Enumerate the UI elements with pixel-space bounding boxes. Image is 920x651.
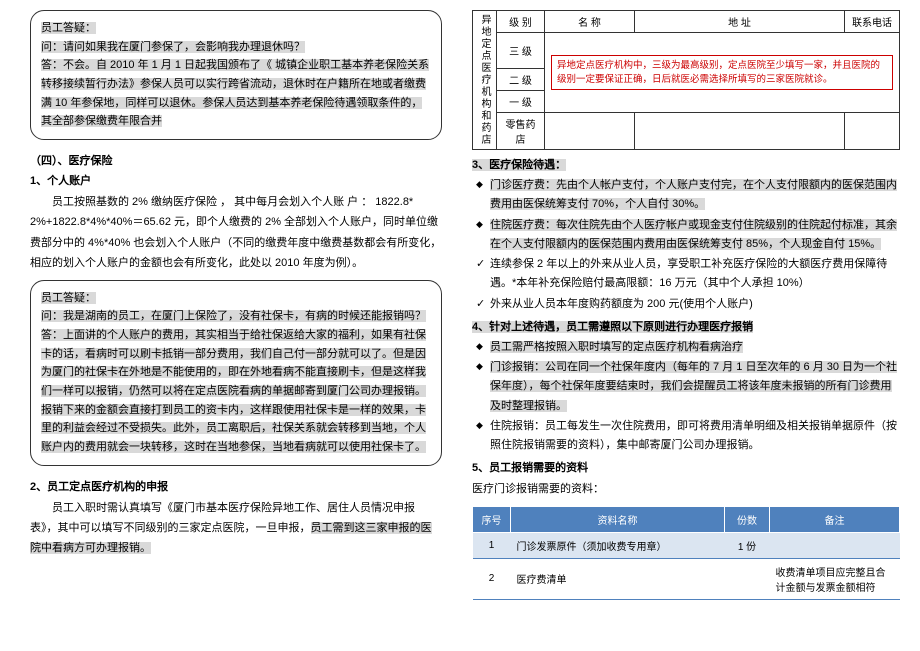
- section-4r-title: 4、针对上述待遇，员工需遵照以下原则进行办理医疗报销: [472, 318, 900, 334]
- section-5-sub: 医疗门诊报销需要的资料：: [472, 479, 900, 499]
- section-3-list: 门诊医疗费：先由个人帐户支付，个人账户支付完，在个人支付限额内的医保范围内费用由…: [472, 176, 900, 314]
- qa2-answer: 答：上面讲的个人账户的费用，其实相当于给社保返给大家的福利，如果有社保卡的话，看…: [41, 326, 431, 457]
- section-4-2-para: 员工入职时需认真填写《厦门市基本医疗保险异地工作、居住人员情况申报表》，其中可以…: [30, 498, 442, 559]
- section-4-2-title: 2、员工定点医疗机构的申报: [30, 478, 442, 494]
- t1-r1: 二 级: [497, 69, 545, 91]
- qa1-answer: 答：不会。自 2010 年 1 月 1 日起我国颁布了《 城镇企业职工基本养老保…: [41, 56, 431, 131]
- section-3-title: 3、医疗保险待遇：: [472, 156, 900, 172]
- qa2-question: 问：我是湖南的员工，在厦门上保险了，没有社保卡，有病的时候还能报销吗？: [41, 307, 431, 326]
- t1-r0: 三 级: [497, 33, 545, 69]
- t1-r3: 零售药店: [497, 113, 545, 150]
- qa2-title: 员工答疑：: [41, 289, 431, 308]
- t2-row-0: 1 门诊发票原件（须加收费专用章） 1 份: [473, 532, 900, 558]
- t2-h2: 份数: [725, 506, 770, 532]
- reimbursement-table: 序号 资料名称 份数 备注 1 门诊发票原件（须加收费专用章） 1 份 2 医疗…: [472, 506, 900, 600]
- t1-h1: 名 称: [545, 11, 635, 33]
- t1-red-note: 异地定点医疗机构中，三级为最高级别，定点医院至少填写一家，并且医院的级别一定要保…: [551, 55, 893, 91]
- s3-item-0: 门诊医疗费：先由个人帐户支付，个人账户支付完，在个人支付限额内的医保范围内费用由…: [472, 176, 900, 215]
- t2-h1: 资料名称: [511, 506, 725, 532]
- section-5-title: 5、员工报销需要的资料: [472, 459, 900, 475]
- section-4-1-title: 1、个人账户: [30, 172, 442, 188]
- qa1-question: 问：请问如果我在厦门参保了，会影响我办理退休吗？: [41, 38, 431, 57]
- s3-item-1: 住院医疗费：每次住院先由个人医疗帐户或现金支付住院级别的住院起付标准，其余在个人…: [472, 216, 900, 255]
- s3-item-3: 外来从业人员本年度购药额度为 200 元(使用个人账户): [472, 295, 900, 314]
- t1-h0: 级 别: [497, 11, 545, 33]
- hospital-table: 异地定点医疗机构和药店 级 别 名 称 地 址 联系电话 三 级 异地定点医疗机…: [472, 10, 900, 150]
- section-4r-list: 员工需严格按照入职时填写的定点医疗机构看病治疗 门诊报销：公司在同一个社保年度内…: [472, 338, 900, 456]
- s4r-item-0: 员工需严格按照入职时填写的定点医疗机构看病治疗: [472, 338, 900, 357]
- t1-h2: 地 址: [635, 11, 845, 33]
- t1-r2: 一 级: [497, 91, 545, 113]
- t2-h0: 序号: [473, 506, 511, 532]
- s3-item-2: 连续参保 2 年以上的外来从业人员，享受职工补充医疗保险的大额医疗费用保障待遇。…: [472, 255, 900, 294]
- t2-row-1: 2 医疗费清单 收费清单项目应完整且合计金额与发票金额相符: [473, 558, 900, 599]
- section-4-title: （四）、医疗保险: [30, 152, 442, 168]
- s4r-item-2: 住院报销：员工每发生一次住院费用，即可将费用清单明细及相关报销单据原件（按照住院…: [472, 417, 900, 456]
- qa1-title: 员工答疑：: [41, 19, 431, 38]
- qa-box-2: 员工答疑： 问：我是湖南的员工，在厦门上保险了，没有社保卡，有病的时候还能报销吗…: [30, 280, 442, 466]
- left-column: 员工答疑： 问：请问如果我在厦门参保了，会影响我办理退休吗？ 答：不会。自 20…: [0, 0, 460, 651]
- qa-box-1: 员工答疑： 问：请问如果我在厦门参保了，会影响我办理退休吗？ 答：不会。自 20…: [30, 10, 442, 140]
- right-column: 异地定点医疗机构和药店 级 别 名 称 地 址 联系电话 三 级 异地定点医疗机…: [460, 0, 920, 651]
- section-4-1-para: 员工按照基数的 2% 缴纳医疗保险 ， 其中每月会划入个人账 户 ： 1822.…: [30, 192, 442, 273]
- t1-rowhead: 异地定点医疗机构和药店: [473, 11, 497, 150]
- t1-h3: 联系电话: [845, 11, 900, 33]
- s4r-item-1: 门诊报销：公司在同一个社保年度内（每年的 7 月 1 日至次年的 6 月 30 …: [472, 358, 900, 416]
- t2-h3: 备注: [770, 506, 900, 532]
